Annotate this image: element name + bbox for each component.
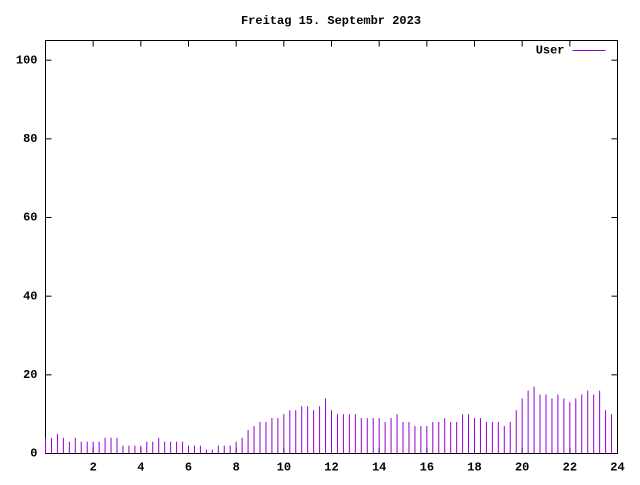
x-tick-label: 14 — [372, 461, 386, 475]
x-tick-label: 8 — [233, 461, 240, 475]
x-tick-label: 4 — [137, 461, 144, 475]
y-tick-label: 20 — [23, 368, 37, 382]
x-tick-label: 24 — [610, 461, 624, 475]
x-tick-label: 20 — [515, 461, 529, 475]
y-tick-label: 0 — [30, 447, 37, 461]
x-tick-label: 10 — [277, 461, 291, 475]
y-tick-label: 80 — [23, 132, 37, 146]
x-tick-label: 12 — [324, 461, 338, 475]
x-tick-label: 6 — [185, 461, 192, 475]
y-tick-label: 100 — [16, 53, 38, 67]
x-tick-label: 2 — [90, 461, 97, 475]
chart-title: Freitag 15. Septembr 2023 — [241, 14, 421, 28]
y-tick-label: 60 — [23, 211, 37, 225]
x-tick-label: 22 — [563, 461, 577, 475]
y-tick-label: 40 — [23, 289, 37, 303]
legend-label: User — [536, 44, 565, 58]
x-tick-label: 16 — [420, 461, 434, 475]
x-tick-label: 18 — [467, 461, 481, 475]
